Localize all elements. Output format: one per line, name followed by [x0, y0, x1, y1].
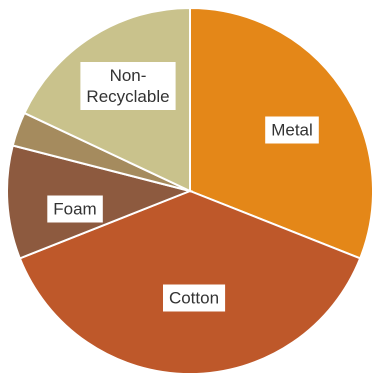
- pie-slices: [7, 8, 372, 374]
- pie-label: Non-Recyclable: [80, 62, 175, 110]
- pie-label: Cotton: [163, 285, 225, 312]
- pie-label: Foam: [47, 196, 103, 223]
- pie-label-text: Metal: [271, 120, 313, 139]
- pie-label: Metal: [265, 117, 319, 144]
- pie-label-text: Foam: [53, 199, 96, 218]
- pie-label-text: Cotton: [169, 288, 219, 307]
